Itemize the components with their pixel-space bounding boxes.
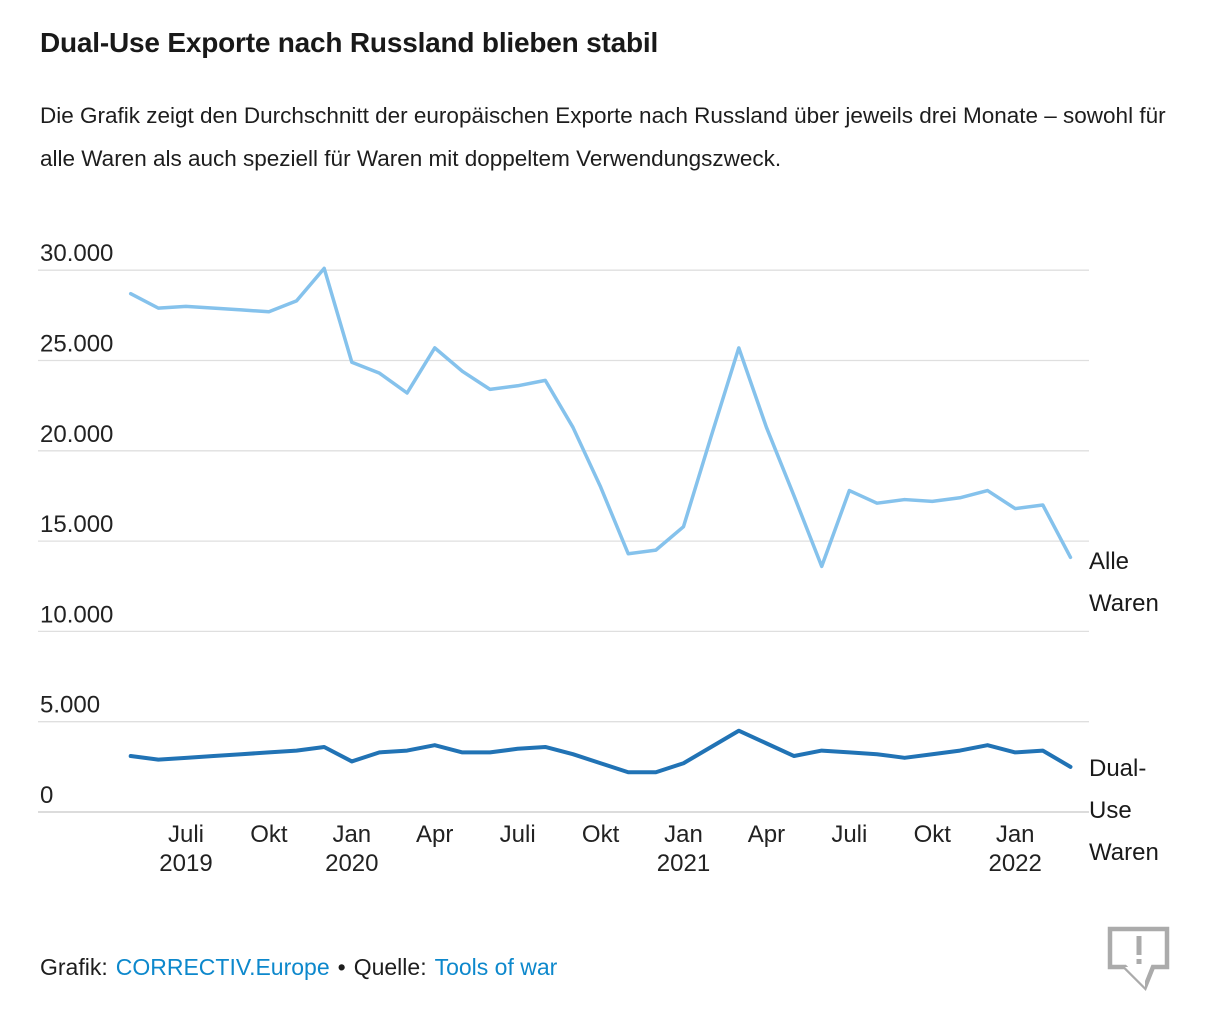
- x-axis-tick-year: 2019: [159, 850, 212, 877]
- x-axis-tick-year: 2020: [325, 850, 378, 877]
- y-axis-tick-label: 15.000: [40, 511, 113, 538]
- quelle-label: Quelle:: [353, 954, 427, 980]
- feedback-button[interactable]: [1106, 924, 1174, 992]
- caption: Grafik: CORRECTIV.Europe • Quelle: Tools…: [40, 954, 557, 981]
- x-axis-tick-month: Juli: [831, 821, 867, 848]
- x-axis-tick-month: Jan: [996, 821, 1035, 848]
- x-axis-tick-month: Jan: [664, 821, 703, 848]
- y-axis-tick-label: 0: [40, 782, 53, 809]
- page-title: Dual-Use Exporte nach Russland blieben s…: [40, 27, 659, 58]
- y-axis-tick-label: 20.000: [40, 421, 113, 448]
- speech-bubble-exclamation-icon: [1107, 926, 1170, 992]
- series-line-dual-use-waren: [128, 728, 1073, 775]
- quelle-source-link[interactable]: Tools of war: [434, 954, 558, 980]
- y-axis-tick-label: 10.000: [40, 601, 113, 628]
- x-axis-tick-year: 2022: [988, 850, 1041, 877]
- x-axis-tick-month: Apr: [416, 821, 453, 848]
- x-axis-tick-month: Okt: [914, 821, 952, 848]
- grafik-source-link[interactable]: CORRECTIV.Europe: [115, 954, 330, 980]
- x-axis-tick-month: Jan: [332, 821, 371, 848]
- x-axis-tick-month: Okt: [250, 821, 288, 848]
- series-line-alle-waren: [128, 266, 1073, 569]
- y-axis-tick-label: 25.000: [40, 331, 113, 358]
- separator-dot: •: [337, 954, 346, 980]
- x-axis-tick-month: Okt: [582, 821, 620, 848]
- grafik-label: Grafik:: [40, 954, 108, 980]
- y-axis-tick-label: 30.000: [40, 240, 113, 267]
- series-label-dual-use-waren: Dual- Use Waren: [1089, 755, 1159, 866]
- x-axis-tick-month: Apr: [748, 821, 785, 848]
- y-axis-tick-label: 5.000: [40, 692, 100, 719]
- series-label-alle-waren: Alle Waren: [1089, 548, 1159, 617]
- x-axis-tick-year: 2021: [657, 850, 710, 877]
- x-axis-tick-month: Juli: [500, 821, 536, 848]
- x-axis-tick-month: Juli: [168, 821, 204, 848]
- chart-subtitle: Die Grafik zeigt den Durchschnitt der eu…: [40, 103, 1166, 171]
